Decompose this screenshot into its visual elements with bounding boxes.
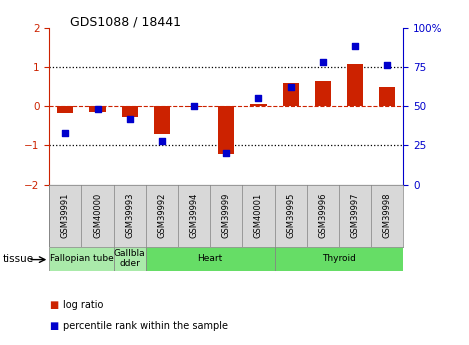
Point <box>94 107 101 112</box>
Bar <box>90 106 106 112</box>
Text: GSM39998: GSM39998 <box>383 193 392 238</box>
Text: Thyroid: Thyroid <box>322 254 356 263</box>
Bar <box>146 247 274 271</box>
Bar <box>186 106 202 107</box>
Text: GDS1088 / 18441: GDS1088 / 18441 <box>70 16 182 29</box>
Text: GSM40001: GSM40001 <box>254 193 263 238</box>
Text: Gallbla
dder: Gallbla dder <box>114 249 145 268</box>
Bar <box>250 104 266 106</box>
Text: GSM39993: GSM39993 <box>125 193 134 238</box>
Text: Heart: Heart <box>197 254 223 263</box>
Text: ■: ■ <box>49 300 59 310</box>
Bar <box>347 64 363 106</box>
Bar <box>274 247 403 271</box>
Text: GSM39995: GSM39995 <box>286 193 295 238</box>
Bar <box>49 247 113 271</box>
Text: GSM40000: GSM40000 <box>93 193 102 238</box>
Point <box>255 96 262 101</box>
Bar <box>315 81 331 106</box>
Text: log ratio: log ratio <box>63 300 104 310</box>
Point <box>190 103 198 109</box>
Point <box>126 116 134 121</box>
Point <box>158 138 166 144</box>
Bar <box>113 247 146 271</box>
Text: Fallopian tube: Fallopian tube <box>50 254 113 263</box>
Point <box>222 150 230 156</box>
Point <box>61 130 69 136</box>
Point <box>384 62 391 68</box>
Bar <box>218 106 234 154</box>
Text: percentile rank within the sample: percentile rank within the sample <box>63 321 228 331</box>
Text: GSM39992: GSM39992 <box>158 193 166 238</box>
Text: GSM39999: GSM39999 <box>222 193 231 238</box>
Bar <box>283 83 299 106</box>
Point <box>351 44 359 49</box>
Text: GSM39997: GSM39997 <box>350 193 360 238</box>
Bar <box>57 106 73 113</box>
Text: GSM39991: GSM39991 <box>61 193 70 238</box>
Point <box>319 59 326 65</box>
Text: ■: ■ <box>49 321 59 331</box>
Bar <box>154 106 170 134</box>
Bar <box>121 106 138 117</box>
Bar <box>379 87 395 106</box>
Text: GSM39996: GSM39996 <box>318 193 327 238</box>
Point <box>287 85 295 90</box>
Text: tissue: tissue <box>2 255 33 264</box>
Text: GSM39994: GSM39994 <box>189 193 198 238</box>
